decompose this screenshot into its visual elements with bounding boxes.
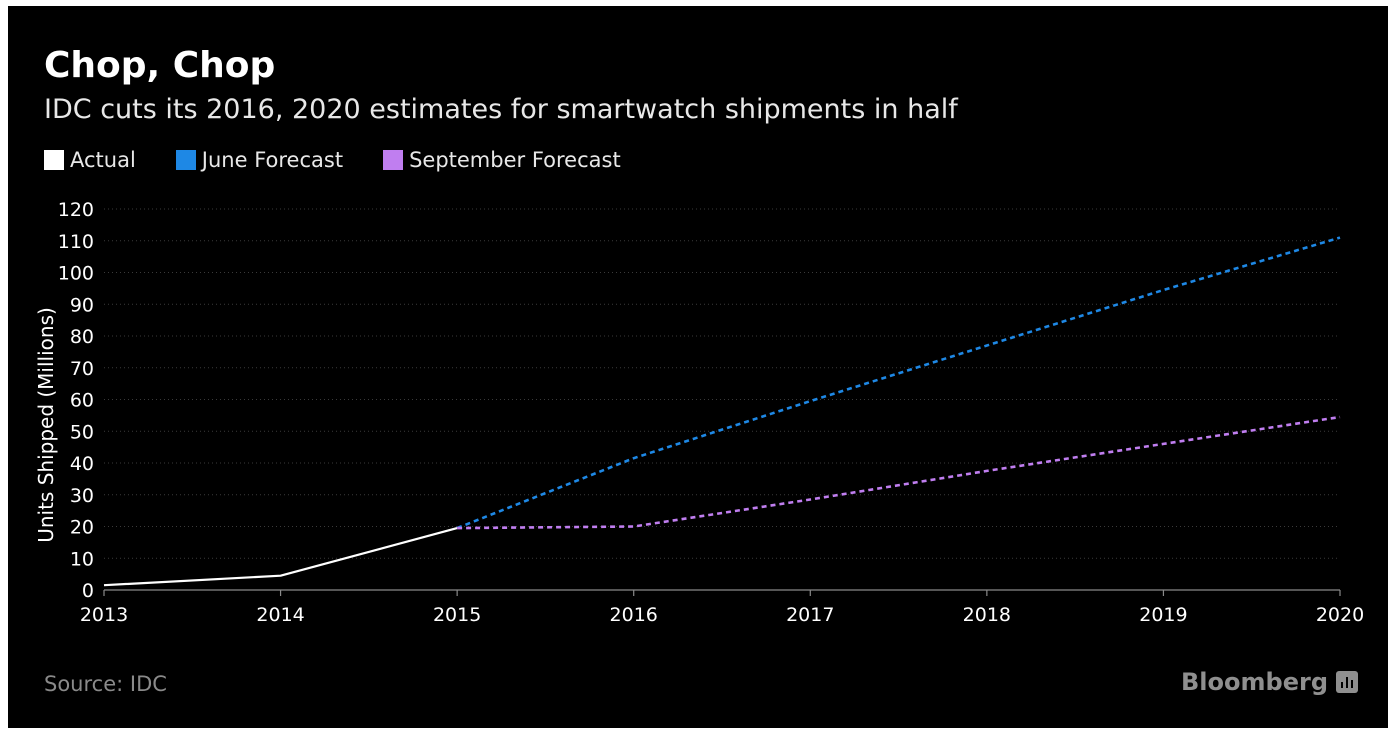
y-tick-label-90: 90 [70, 294, 94, 316]
legend-swatch-june-forecast [175, 150, 196, 170]
bloomberg-logo: Bloomberg [1181, 668, 1358, 696]
x-tick-label-2015: 2015 [433, 604, 481, 626]
bloomberg-chart-icon [1336, 671, 1358, 693]
chart-subtitle: IDC cuts its 2016, 2020 estimates for sm… [44, 94, 958, 125]
y-tick-label-70: 70 [70, 358, 94, 380]
series-line-actual [103, 527, 458, 587]
x-tick-label-2019: 2019 [1139, 604, 1187, 626]
y-tick-label-50: 50 [70, 421, 94, 443]
brand-name: Bloomberg [1181, 668, 1328, 696]
y-tick-label-10: 10 [70, 548, 94, 570]
legend-label-actual: Actual [70, 148, 136, 172]
legend-label-september-forecast: September Forecast [409, 148, 621, 172]
y-tick-label-40: 40 [70, 453, 94, 475]
series-lines [103, 236, 1341, 587]
legend-swatch-september-forecast [383, 150, 404, 170]
series-line-september-forecast [457, 415, 1341, 530]
legend-item-actual: Actual [44, 148, 136, 172]
legend-swatch-actual [44, 150, 64, 170]
legend-label-june-forecast: June Forecast [201, 148, 344, 172]
axes [103, 589, 1341, 596]
source-note: Source: IDC [44, 672, 167, 696]
x-tick-label-2016: 2016 [610, 604, 658, 626]
y-tick-label-80: 80 [70, 326, 94, 348]
x-tick-label-2018: 2018 [963, 604, 1011, 626]
line-chart: 0 10 20 30 40 50 60 70 80 90 100 110 120 2013 2014 2015… [34, 199, 1364, 626]
x-tick-label-2017: 2017 [786, 604, 834, 626]
x-tick-label-2020: 2020 [1316, 604, 1364, 626]
y-tick-label-20: 20 [70, 517, 94, 539]
legend: Actual June Forecast September Forecast [44, 146, 661, 174]
y-tick-label-30: 30 [70, 485, 94, 507]
y-tick-label-110: 110 [58, 231, 94, 253]
y-tick-label-120: 120 [58, 199, 94, 221]
series-line-june-forecast [456, 236, 1341, 530]
y-tick-label-60: 60 [70, 390, 94, 412]
chart-frame: Chop, Chop IDC cuts its 2016, 2020 estim… [8, 6, 1388, 728]
gridlines [104, 208, 1340, 559]
tick-labels: 0 10 20 30 40 50 60 70 80 90 100 110 120 2013 2014 2015… [58, 199, 1364, 626]
x-tick-label-2013: 2013 [80, 604, 128, 626]
y-axis-label: Units Shipped (Millions) [34, 307, 58, 543]
chart-title: Chop, Chop [44, 45, 276, 86]
legend-item-june-forecast: June Forecast [175, 148, 344, 172]
y-tick-label-100: 100 [58, 263, 94, 285]
x-tick-label-2014: 2014 [256, 604, 304, 626]
legend-item-september-forecast: September Forecast [383, 148, 621, 172]
y-tick-label-0: 0 [82, 580, 94, 602]
